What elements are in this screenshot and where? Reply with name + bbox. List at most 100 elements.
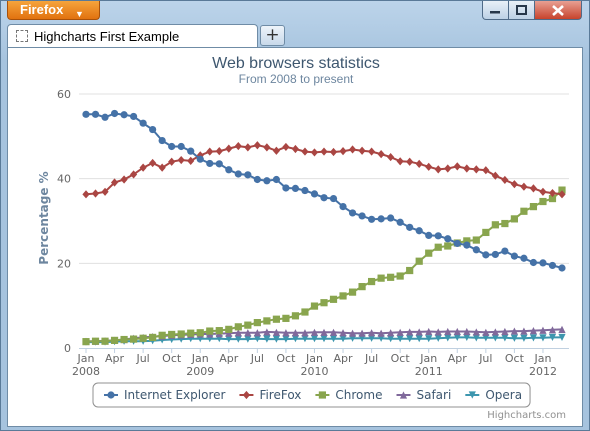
data-point-firefox (272, 146, 280, 155)
data-point-firefox (291, 144, 300, 154)
data-point-firefox (406, 157, 414, 166)
data-point-chrome (301, 308, 309, 316)
x-tick-label: Jan (77, 352, 95, 365)
maximize-button[interactable] (508, 1, 535, 20)
tab-highcharts-first-example[interactable]: Highcharts First Example (7, 24, 258, 48)
data-point-safari (453, 327, 461, 336)
data-point-internet-explorer (282, 184, 290, 192)
data-point-firefox (139, 163, 147, 172)
data-point-internet-explorer (291, 184, 300, 193)
legend-item-firefox[interactable]: FireFox (239, 388, 301, 402)
x-tick-label: Oct (391, 352, 411, 365)
y-axis-label: Percentage % (37, 171, 51, 264)
data-point-safari (348, 329, 357, 337)
data-point-internet-explorer (463, 241, 471, 249)
legend-box (92, 382, 531, 408)
data-point-firefox (463, 164, 471, 173)
data-point-firefox (120, 175, 128, 184)
data-point-opera (558, 333, 566, 342)
data-point-firefox (282, 142, 290, 152)
data-point-opera (529, 334, 538, 342)
data-point-internet-explorer (558, 264, 566, 272)
data-point-internet-explorer (177, 142, 185, 151)
data-point-firefox (529, 184, 538, 193)
series-line-chrome (85, 189, 563, 343)
data-point-internet-explorer (320, 194, 328, 202)
x-tick-year: 2010 (300, 365, 328, 378)
minimize-button[interactable] (482, 1, 509, 20)
data-point-safari (329, 328, 338, 336)
close-icon (552, 4, 564, 16)
data-point-chrome (244, 321, 252, 329)
data-point-opera (406, 335, 414, 343)
data-point-opera (282, 335, 290, 343)
data-point-chrome (91, 337, 100, 345)
legend-item-safari[interactable]: Safari (396, 388, 451, 402)
data-point-safari (520, 327, 528, 335)
data-point-internet-explorer (263, 177, 271, 185)
data-point-internet-explorer (272, 175, 280, 184)
data-point-chrome (387, 273, 395, 281)
data-point-internet-explorer (415, 227, 423, 235)
legend-label: Safari (416, 388, 451, 402)
data-point-chrome (196, 329, 204, 337)
data-point-chrome (82, 338, 90, 346)
legend-item-chrome[interactable]: Chrome (315, 388, 382, 402)
data-point-firefox (215, 147, 223, 156)
data-point-opera (415, 335, 423, 343)
data-point-safari (282, 329, 290, 337)
legend-item-opera[interactable]: Opera (465, 388, 522, 402)
data-point-firefox (168, 157, 176, 166)
data-point-chrome (472, 236, 480, 244)
data-point-chrome (415, 257, 423, 265)
legend-marker-safari (399, 391, 408, 399)
x-tick-label: Apr (448, 352, 468, 365)
data-point-firefox (149, 158, 157, 168)
data-point-firefox (472, 165, 480, 174)
x-tick-year: 2012 (529, 365, 557, 378)
data-point-safari (244, 329, 252, 337)
data-point-chrome (539, 197, 547, 206)
data-point-internet-explorer (301, 186, 309, 195)
data-point-opera (339, 335, 347, 343)
data-point-safari (529, 327, 538, 335)
close-button[interactable] (534, 1, 582, 20)
data-point-internet-explorer (539, 259, 547, 267)
legend-marker-firefox (242, 390, 251, 400)
x-tick-label: Oct (162, 352, 182, 365)
data-point-chrome (158, 331, 166, 339)
data-point-chrome (368, 277, 376, 286)
data-point-internet-explorer (168, 142, 176, 151)
legend: Internet Explorer FireFox Chrome Safari Oper… (92, 382, 531, 408)
data-point-safari (339, 329, 347, 337)
data-point-internet-explorer (491, 250, 499, 259)
data-point-safari (444, 327, 452, 336)
data-point-internet-explorer (453, 239, 461, 248)
credits-link[interactable]: Highcharts.com (487, 410, 566, 421)
data-point-chrome (320, 299, 328, 307)
y-tick-label: 60 (57, 88, 71, 101)
data-point-chrome (377, 274, 385, 282)
new-tab-button[interactable]: + (260, 25, 285, 46)
data-point-chrome (272, 315, 280, 323)
data-point-safari (463, 327, 471, 336)
data-point-internet-explorer (110, 109, 119, 118)
legend-item-internet-explorer[interactable]: Internet Explorer (104, 388, 225, 402)
data-point-internet-explorer (206, 159, 214, 168)
data-point-internet-explorer (529, 258, 538, 267)
data-point-safari (253, 329, 261, 337)
data-point-internet-explorer (358, 212, 366, 220)
data-point-opera (501, 334, 509, 342)
x-tick-year: 2008 (72, 365, 100, 378)
data-point-opera (482, 334, 490, 342)
series-firefox (82, 141, 566, 199)
data-point-firefox (520, 182, 528, 191)
data-point-firefox (158, 163, 166, 172)
data-point-internet-explorer (548, 261, 557, 270)
x-tick-label: Oct (276, 352, 296, 365)
data-point-firefox (387, 152, 395, 162)
firefox-menu-button[interactable]: Firefox ▼ (7, 1, 100, 20)
data-point-internet-explorer (387, 214, 395, 222)
data-point-internet-explorer (196, 155, 204, 163)
